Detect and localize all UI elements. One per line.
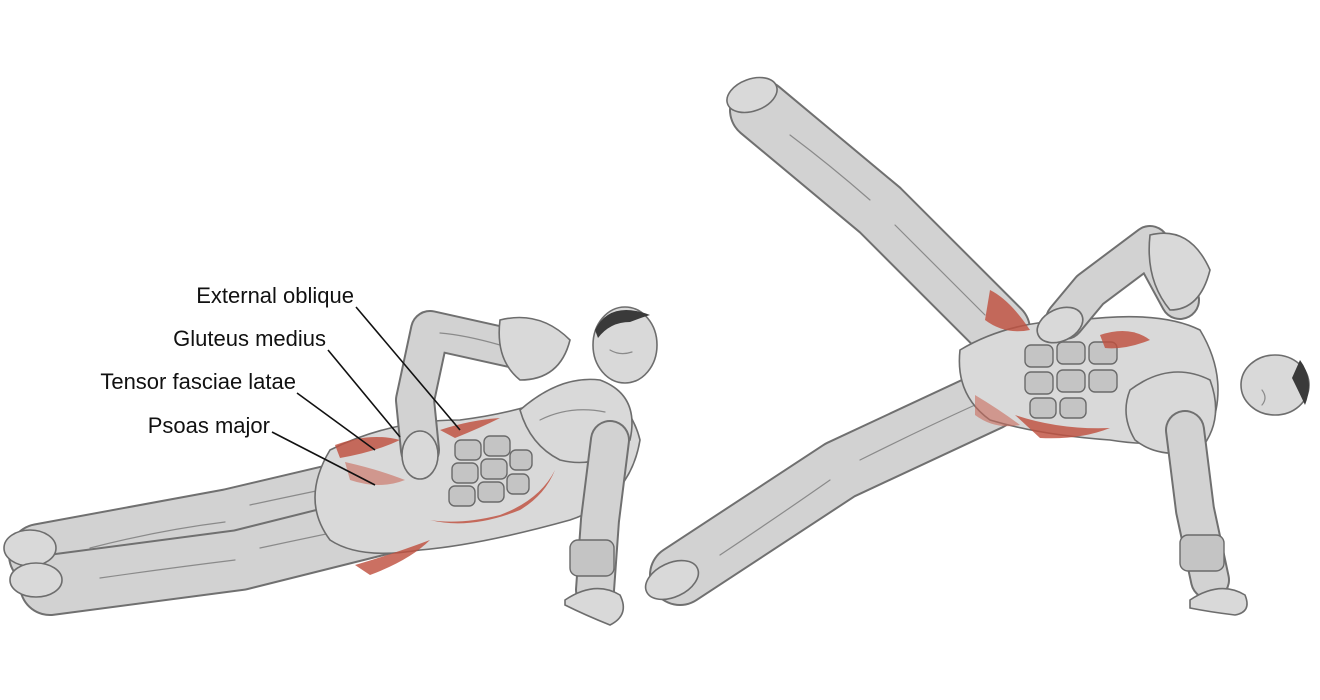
support-arm-end	[1165, 410, 1248, 616]
foot-icon	[644, 559, 700, 601]
abdominals	[448, 435, 533, 507]
top-arm-end	[1036, 225, 1211, 344]
psoas-major-highlight	[355, 540, 430, 575]
hand-icon	[1189, 587, 1248, 616]
tensor-fasciae-latae-highlight	[345, 462, 405, 485]
support-arm-start	[564, 420, 630, 626]
foot-icon	[3, 529, 57, 567]
foot-icon	[9, 562, 63, 598]
hand-icon	[1036, 306, 1084, 344]
wristband-icon	[1179, 534, 1225, 572]
figure-end-position	[644, 76, 1310, 616]
torso-start	[314, 378, 641, 575]
leader-line-psoas-major	[271, 431, 376, 486]
gluteus-medius-highlight	[335, 436, 400, 458]
leader-line-tensor-fasciae-latae	[296, 392, 376, 451]
top-arm-start	[395, 310, 571, 480]
leader-line-gluteus-medius	[327, 349, 401, 438]
hand-icon	[564, 587, 625, 626]
label-tensor-fasciae-latae: Tensor fasciae latae	[100, 369, 296, 394]
torso-end	[958, 290, 1219, 455]
raised-leg	[726, 76, 1031, 361]
hand-icon	[401, 430, 439, 480]
head-end	[1240, 354, 1310, 416]
highlighted-muscles-end	[975, 290, 1150, 439]
foot-icon	[726, 76, 778, 114]
abdominals	[1024, 341, 1118, 419]
figure-start-position	[3, 306, 658, 626]
leader-line-external-oblique	[355, 306, 461, 431]
bottom-leg	[644, 369, 1021, 606]
label-gluteus-medius: Gluteus medius	[173, 326, 326, 351]
head-start	[592, 306, 658, 384]
label-external-oblique: External oblique	[196, 283, 354, 308]
muscle-labels: External oblique Gluteus medius Tensor f…	[100, 283, 461, 486]
highlighted-muscles-start	[335, 418, 555, 575]
wristband-icon	[569, 539, 615, 577]
label-psoas-major: Psoas major	[148, 413, 270, 438]
